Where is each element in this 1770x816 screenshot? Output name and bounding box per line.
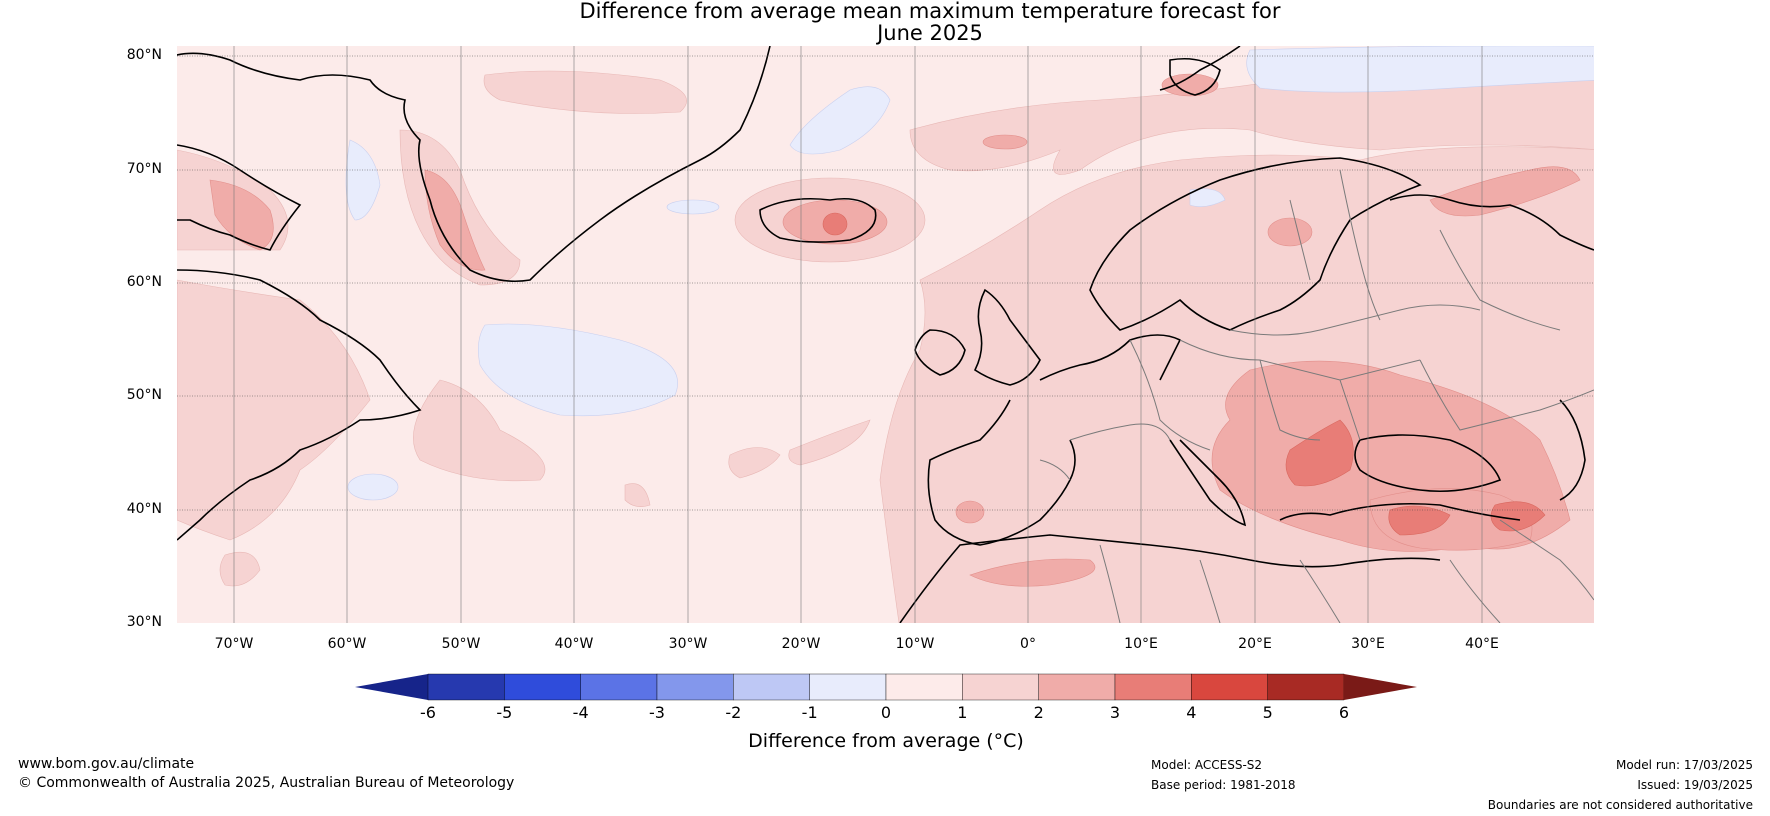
colorbar-tick-label: 2: [1033, 703, 1044, 722]
lat-label: 70°N: [126, 161, 162, 177]
colorbar-cell: [656, 673, 734, 701]
colorbar-tick-label: 5: [1262, 703, 1273, 722]
colorbar-cell: [809, 673, 887, 701]
colorbar-tick-label: 0: [880, 703, 892, 722]
colorbar-tick-label: -1: [801, 703, 818, 722]
colorbar-cell: [1038, 673, 1116, 701]
lon-label: 10°W: [895, 636, 935, 652]
colorbar-over-extension: [1344, 674, 1417, 700]
lat-label: 80°N: [126, 47, 162, 63]
colorbar-tick-label: -6: [420, 703, 436, 722]
lon-label: 40°W: [554, 636, 594, 652]
colorbar-tick-label: -4: [572, 703, 589, 722]
lat-label: 60°N: [126, 274, 162, 290]
colorbar: [355, 673, 1417, 701]
colorbar-tick-label: 1: [957, 703, 968, 722]
colorbar-label: Difference from average (°C): [748, 730, 1024, 752]
issued-date: Issued: 19/03/2025: [1637, 778, 1753, 792]
colorbar-cell: [1191, 673, 1268, 701]
lon-label: 0°: [1020, 636, 1036, 652]
colorbar-tick-label: 4: [1186, 703, 1197, 722]
lat-label: 30°N: [126, 614, 162, 630]
colorbar-under-extension: [355, 674, 428, 700]
colorbar-cell: [1114, 673, 1192, 701]
colorbar-tick-label: 6: [1338, 703, 1350, 722]
anomaly-field-minus1-to-0: [345, 46, 1594, 501]
lon-label: 30°W: [668, 636, 708, 652]
map-title-line-2: June 2025: [877, 21, 983, 45]
colorbar-cell: [885, 673, 963, 701]
base-period: Base period: 1981-2018: [1151, 778, 1296, 792]
lon-label: 20°E: [1238, 636, 1272, 652]
lon-label: 50°W: [441, 636, 481, 652]
country-borders: [1039, 169, 1594, 623]
lon-label: 60°W: [327, 636, 367, 652]
colorbar-cell: [1267, 673, 1345, 701]
colorbar-tick-label: -5: [496, 703, 513, 722]
lon-label: 20°W: [781, 636, 821, 652]
lon-gridlines: [233, 46, 1483, 623]
colorbar-cell: [962, 673, 1039, 701]
colorbar-tick-label: -2: [725, 703, 742, 722]
colorbar-cell: [504, 673, 581, 701]
colorbar-cell: [427, 673, 505, 701]
boundaries-disclaimer: Boundaries are not considered authoritat…: [1487, 798, 1753, 812]
model-name: Model: ACCESS-S2: [1151, 758, 1263, 772]
lon-label: 10°E: [1124, 636, 1158, 652]
lon-label: 30°E: [1351, 636, 1385, 652]
lat-label: 50°N: [126, 387, 162, 403]
coastlines: [177, 46, 1594, 623]
copyright-text: © Commonwealth of Australia 2025, Austra…: [18, 775, 515, 791]
map-area: [177, 46, 1594, 623]
map-title-line-1: Difference from average mean maximum tem…: [579, 0, 1281, 23]
website-link[interactable]: www.bom.gov.au/climate: [18, 756, 195, 772]
colorbar-cell: [580, 673, 658, 701]
lon-label: 70°W: [214, 636, 254, 652]
colorbar-tick-label: 3: [1109, 703, 1121, 722]
colorbar-tick-label: -3: [649, 703, 665, 722]
model-run-date: Model run: 17/03/2025: [1615, 758, 1753, 772]
colorbar-cell: [733, 673, 810, 701]
anomaly-field-2-to-3: [209, 73, 1581, 587]
lon-label: 40°E: [1465, 636, 1499, 652]
lat-label: 40°N: [126, 501, 162, 517]
lat-gridlines: [177, 55, 1594, 511]
anomaly-field-3-to-4: [822, 212, 1546, 536]
